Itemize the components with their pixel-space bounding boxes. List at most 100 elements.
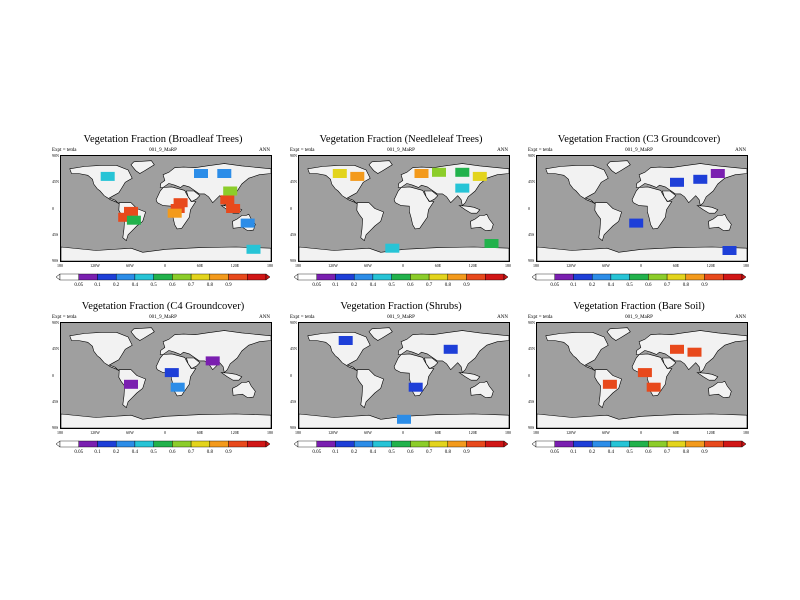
colorbar-swatch-0 [59, 273, 79, 281]
colorbar-right-arrow [741, 440, 747, 448]
veg-cell-1 [164, 368, 179, 378]
expt-label: Expt = tetda [52, 148, 77, 153]
lat-tick-label: 90S [52, 258, 59, 263]
lat-tick-label: 90N [52, 320, 59, 325]
colorbar-label: 0.1 [94, 283, 101, 288]
period-label: ANN [259, 148, 270, 153]
colorbar-label: 0.05 [312, 450, 322, 455]
veg-cell-5 [455, 167, 470, 177]
lon-tick-label: 180 [533, 263, 539, 268]
colorbar-swatch-8 [447, 273, 467, 281]
lon-tick-label: 0 [640, 430, 642, 435]
veg-cell-9 [226, 204, 241, 213]
veg-cell-4 [637, 368, 652, 378]
colorbar-label: 0.5 [388, 450, 395, 455]
veg-cell-8 [223, 186, 238, 196]
map-svg [61, 327, 271, 428]
colorbar-swatch-4 [610, 273, 630, 281]
continent-indonesia [458, 205, 481, 214]
lon-tick-label: 60E [434, 430, 442, 435]
lon-tick-label: 0 [640, 263, 642, 268]
lon-tick-label: 60E [434, 263, 442, 268]
lon-tick-label: 180 [267, 430, 273, 435]
colorbar-swatch-5 [629, 440, 649, 448]
colorbar-label: 0.6 [407, 283, 414, 288]
colorbar-label: 0.05 [550, 283, 560, 288]
colorbar-label: 0.4 [369, 450, 377, 455]
colorbar-swatch-10 [723, 273, 743, 281]
continent-africa [393, 186, 435, 230]
lon-tick-label: 0 [164, 430, 166, 435]
veg-cell-11 [100, 171, 115, 181]
colorbar-label: 0.05 [74, 450, 84, 455]
lat-tick-label: 45N [290, 346, 297, 352]
continent-southamerica [356, 202, 384, 242]
lon-tick-label: 180 [295, 430, 301, 435]
continent-northamerica [545, 332, 609, 372]
colorbar-swatch-4 [134, 440, 154, 448]
panel-title: Vegetation Fraction (C3 Groundcover) [557, 134, 721, 145]
lon-tick-label: 60W [126, 430, 134, 435]
colorbar: 0.05 0.1 0.2 0.4 0.5 0.6 0.7 0.8 0.9 [52, 273, 274, 293]
veg-cell-1 [670, 344, 684, 354]
veg-cell-5 [173, 198, 188, 208]
veg-cell-4 [397, 414, 411, 424]
expt-label: Expt = tetda [528, 315, 553, 320]
colorbar-label: 0.8 [444, 283, 451, 288]
continent-arabia [185, 357, 201, 369]
colorbar-label: 0.1 [94, 450, 101, 455]
colorbar-swatch-0 [297, 273, 317, 281]
colorbar-label: 0.6 [407, 450, 414, 455]
colorbar-label: 0.5 [388, 283, 395, 288]
lon-tick-label: 120E [468, 430, 478, 435]
continent-arabia [423, 190, 439, 202]
veg-cell-3 [408, 382, 423, 392]
lon-tick-label: 0 [164, 263, 166, 268]
veg-cell-2 [693, 174, 708, 184]
veg-cell-3 [414, 169, 429, 178]
lat-tick-label: 45N [290, 179, 297, 185]
continent-southamerica [594, 202, 622, 242]
colorbar-swatch-0 [535, 440, 555, 448]
map-panel-5: Vegetation Fraction (Shrubs) Expt = tetda… [290, 301, 512, 471]
lon-tick-label: 60W [364, 430, 372, 435]
lat-tick-label: 0 [528, 372, 530, 378]
lat-tick-label: 90S [52, 425, 59, 430]
colorbar-swatch-1 [554, 273, 574, 281]
colorbar-label: 0.9 [463, 283, 470, 288]
colorbar-label: 0.2 [351, 450, 358, 455]
map-svg [299, 327, 509, 428]
colorbar-svg [293, 273, 509, 281]
colorbar-left-arrow [293, 440, 299, 448]
colorbar-swatch-7 [428, 273, 449, 281]
lat-tick-label: 45N [52, 346, 59, 352]
lon-tick-label: 180 [267, 263, 273, 268]
veg-cell-2 [118, 212, 133, 222]
colorbar-left-arrow [293, 273, 299, 281]
colorbar-right-arrow [741, 273, 747, 281]
colorbar-label: 0.2 [113, 450, 120, 455]
lat-tick-label: 45S [528, 398, 535, 404]
colorbar-swatch-4 [610, 440, 630, 448]
map-panel-4: Vegetation Fraction (C4 Groundcover) Expt… [52, 301, 274, 471]
veg-cell-5 [602, 379, 617, 389]
colorbar-right-arrow [503, 440, 509, 448]
colorbar-label: 0.4 [369, 283, 377, 288]
expt-label: Expt = tetda [52, 315, 77, 320]
colorbar-label: 0.8 [682, 283, 689, 288]
map-frame [298, 155, 510, 262]
continent-africa [393, 353, 435, 397]
colorbar-swatch-0 [535, 273, 555, 281]
colorbar-swatch-8 [447, 440, 467, 448]
period-label: ANN [735, 148, 746, 153]
lon-tick-label: 120E [706, 263, 716, 268]
lon-tick-label: 0 [402, 263, 404, 268]
lat-tick-label: 45N [52, 179, 59, 185]
colorbar-label: 0.9 [701, 283, 708, 288]
colorbar-label: 0.5 [626, 450, 633, 455]
lat-tick-label: 45S [290, 398, 297, 404]
continent-greenland [606, 327, 631, 341]
lat-tick-label: 45N [528, 346, 535, 352]
colorbar-swatch-0 [59, 440, 79, 448]
map-panel-6: Vegetation Fraction (Bare Soil) Expt = te… [528, 301, 750, 471]
